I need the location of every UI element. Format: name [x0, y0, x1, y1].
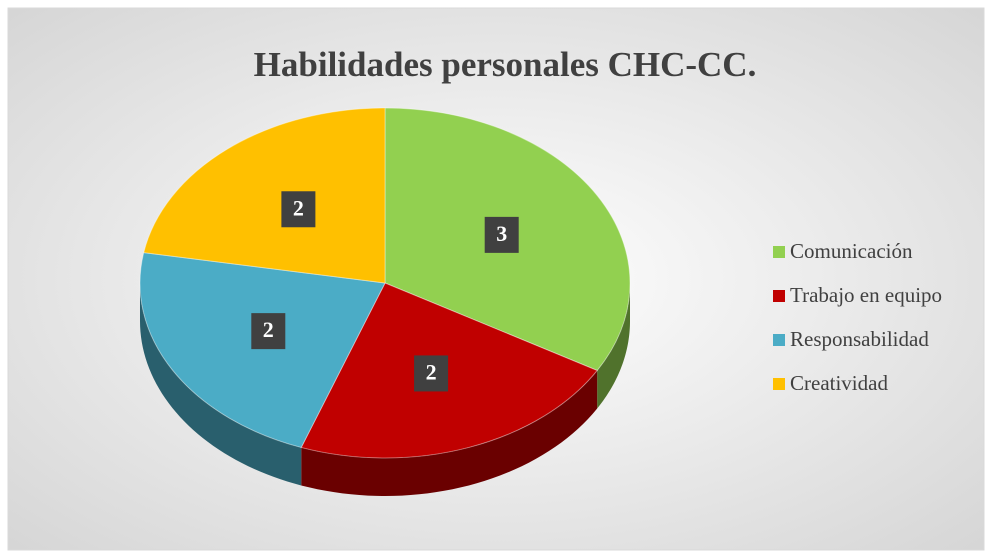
legend: Comunicación Trabajo en equipo Responsabil… — [773, 239, 942, 395]
pie: 3 2 2 2 — [139, 107, 631, 496]
legend-label: Trabajo en equipo — [790, 283, 942, 307]
data-label-box — [484, 216, 519, 253]
legend-swatch — [773, 378, 785, 390]
data-label: 2 — [426, 359, 437, 384]
legend-swatch — [773, 290, 785, 302]
data-label-box — [281, 191, 316, 228]
data-label-box — [414, 355, 449, 392]
slice-side — [597, 283, 630, 409]
chart-title: Habilidades personales CHC-CC. — [254, 45, 757, 84]
slice-side — [301, 370, 598, 496]
legend-label: Comunicación — [790, 239, 913, 263]
data-label-box — [251, 313, 286, 350]
legend-label: Creatividad — [790, 371, 888, 395]
data-label: 2 — [263, 317, 274, 342]
slice-side — [140, 283, 302, 486]
slice — [143, 107, 386, 284]
legend-swatch — [773, 246, 785, 258]
legend-label: Responsabilidad — [790, 327, 929, 351]
data-label: 3 — [496, 221, 507, 246]
slice — [300, 282, 598, 459]
legend-swatch — [773, 334, 785, 346]
data-label: 2 — [293, 195, 304, 220]
slice — [139, 252, 386, 449]
